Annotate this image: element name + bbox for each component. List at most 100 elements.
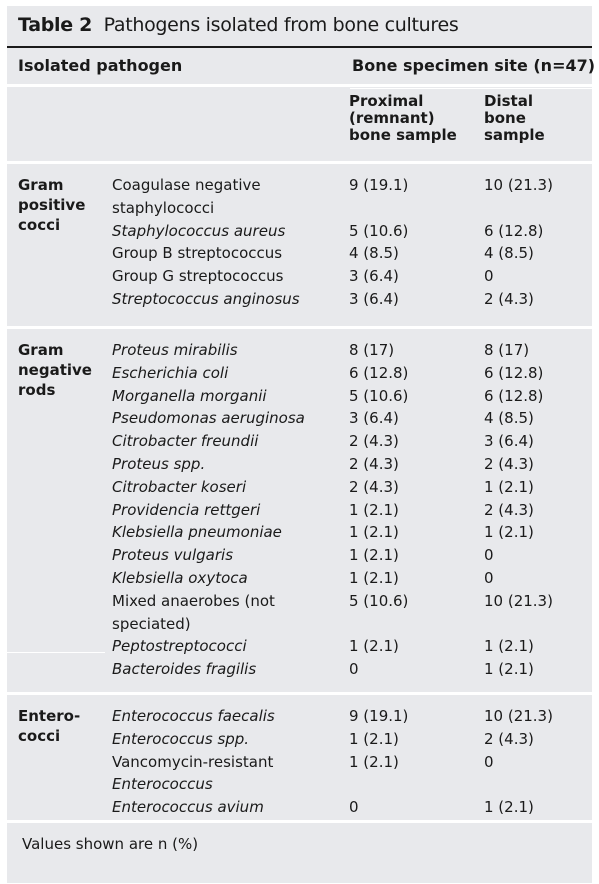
proximal-value: 6 (12.8) — [349, 363, 409, 382]
proximal-value: 8 (17) — [349, 341, 395, 359]
group-label-rule — [7, 652, 105, 653]
proximal-value: 1 (2.1) — [349, 546, 399, 565]
pathogen-name: Proteus spp. — [112, 455, 206, 473]
group-label-line: negative — [18, 361, 92, 379]
group-label: Entero-cocci — [18, 706, 80, 746]
pathogen-name: Enterococcus faecalis — [112, 707, 275, 725]
proximal-value: 3 (6.4) — [349, 267, 399, 286]
proximal-value: 2 (4.3) — [349, 477, 399, 496]
distal-value: 10 (21.3) — [484, 707, 553, 725]
distal-value: 3 (6.4) — [484, 432, 534, 451]
pathogen-name: Klebsiella pneumoniae — [112, 523, 282, 542]
pathogen-name: Bacteroides fragilis — [112, 660, 257, 679]
group-label: Gram negative rods — [18, 340, 92, 400]
distal-value: 4 (8.5) — [484, 244, 534, 263]
distal-value: 4 (8.5) — [484, 409, 534, 428]
proximal-value: 3 (6.4) — [349, 290, 399, 308]
pathogen-name: Peptostreptococci — [112, 637, 247, 656]
distal-value: 2 (4.3) — [484, 455, 534, 473]
distal-value: 1 (2.1) — [484, 523, 534, 542]
subheader-distal-line1: Distal — [484, 92, 533, 110]
pathogen-name: Citrobacter koseri — [112, 477, 247, 496]
distal-value: 10 (21.3) — [484, 176, 553, 194]
data-table: Table 2 Pathogens isolated from bone cul… — [7, 6, 596, 883]
pathogen-name: staphylococci — [112, 198, 215, 217]
distal-value: 2 (4.3) — [484, 290, 534, 308]
subheader-distal-line3: sample — [484, 126, 545, 144]
group-label-line: positive — [18, 196, 86, 214]
proximal-value: 1 (2.1) — [349, 500, 399, 519]
proximal-value: 1 (2.1) — [349, 523, 399, 542]
group-label-line: rods — [18, 381, 56, 399]
distal-value: 1 (2.1) — [484, 637, 534, 656]
pathogen-name: Staphylococcus aureus — [112, 221, 286, 240]
pathogen-name: Enterococcus spp. — [112, 729, 250, 748]
distal-value: 0 — [484, 752, 494, 771]
pathogen-name: Coagulase negative — [112, 176, 261, 194]
pathogen-name: Streptococcus anginosus — [112, 290, 300, 308]
pathogen-name: Mixed anaerobes (not — [112, 591, 275, 610]
distal-value: 6 (12.8) — [484, 221, 544, 240]
column-header-pathogen: Isolated pathogen — [18, 56, 183, 75]
distal-value: 8 (17) — [484, 341, 530, 359]
proximal-value: 4 (8.5) — [349, 244, 399, 263]
pathogen-name: Vancomycin-resistant — [112, 752, 274, 771]
proximal-value: 2 (4.3) — [349, 455, 399, 473]
group-separator-2 — [7, 692, 592, 695]
subheader-distal-line2: bone — [484, 109, 526, 127]
proximal-value: 5 (10.6) — [349, 591, 409, 610]
footnote-rule — [7, 820, 592, 823]
proximal-value: 1 (2.1) — [349, 729, 399, 748]
pathogen-name: Proteus vulgaris — [112, 546, 234, 565]
pathogen-name: Escherichia coli — [112, 363, 229, 382]
subheader-distal: Distal bone sample — [484, 93, 545, 144]
table-number: Table 2 — [18, 14, 93, 36]
group-label: Gram positive cocci — [18, 175, 85, 235]
distal-value: 0 — [484, 546, 494, 565]
pathogen-name: Enterococcus avium — [112, 798, 264, 817]
body-top-rule — [7, 161, 592, 164]
table-title-bar: Table 2 Pathogens isolated from bone cul… — [7, 6, 592, 48]
pathogen-name: Enterococcus — [112, 775, 213, 794]
distal-value: 1 (2.1) — [484, 660, 534, 679]
group-label-line: cocci — [18, 727, 61, 745]
table-footnote: Values shown are n (%) — [22, 835, 199, 853]
table-caption: Pathogens isolated from bone cultures — [103, 14, 459, 36]
proximal-value: 9 (19.1) — [349, 176, 409, 194]
distal-value: 2 (4.3) — [484, 729, 534, 748]
distal-value: 1 (2.1) — [484, 477, 534, 496]
proximal-value: 2 (4.3) — [349, 432, 399, 451]
pathogen-name: Pseudomonas aeruginosa — [112, 409, 305, 428]
group-label-line: Entero- — [18, 707, 81, 725]
table-title: Table 2 Pathogens isolated from bone cul… — [18, 14, 459, 36]
proximal-value: 1 (2.1) — [349, 637, 399, 656]
group-label-line: Gram — [18, 341, 64, 359]
distal-value: 2 (4.3) — [484, 500, 534, 519]
proximal-value: 1 (2.1) — [349, 569, 399, 587]
group-label-line: cocci — [18, 216, 61, 234]
pathogen-name: Proteus mirabilis — [112, 341, 238, 359]
subheader-proximal-line3: bone sample — [349, 126, 457, 144]
distal-value: 1 (2.1) — [484, 798, 534, 817]
proximal-value: 0 — [349, 660, 359, 679]
group-label-line: Gram — [18, 176, 64, 194]
distal-value: 0 — [484, 569, 494, 587]
pathogen-name: Citrobacter freundii — [112, 432, 259, 451]
distal-value: 10 (21.3) — [484, 591, 553, 610]
pathogen-name: Group B streptococcus — [112, 244, 283, 263]
subheader-proximal-line1: Proximal — [349, 92, 424, 110]
pathogen-name: Morganella morganii — [112, 386, 267, 405]
subheader-proximal-line2: (remnant) — [349, 109, 435, 127]
distal-value: 6 (12.8) — [484, 363, 544, 382]
subheader-proximal: Proximal (remnant) bone sample — [349, 93, 457, 144]
column-header-specimen-site: Bone specimen site (n=47) — [352, 56, 596, 75]
group-separator-1 — [7, 326, 592, 329]
distal-value: 0 — [484, 267, 494, 286]
proximal-value: 5 (10.6) — [349, 386, 409, 405]
pathogen-name: speciated) — [112, 614, 191, 633]
pathogen-name: Group G streptococcus — [112, 267, 284, 286]
proximal-value: 0 — [349, 798, 359, 817]
pathogen-name: Providencia rettgeri — [112, 500, 261, 519]
subheader-rule — [350, 88, 592, 89]
pathogen-name: Klebsiella oxytoca — [112, 569, 248, 587]
